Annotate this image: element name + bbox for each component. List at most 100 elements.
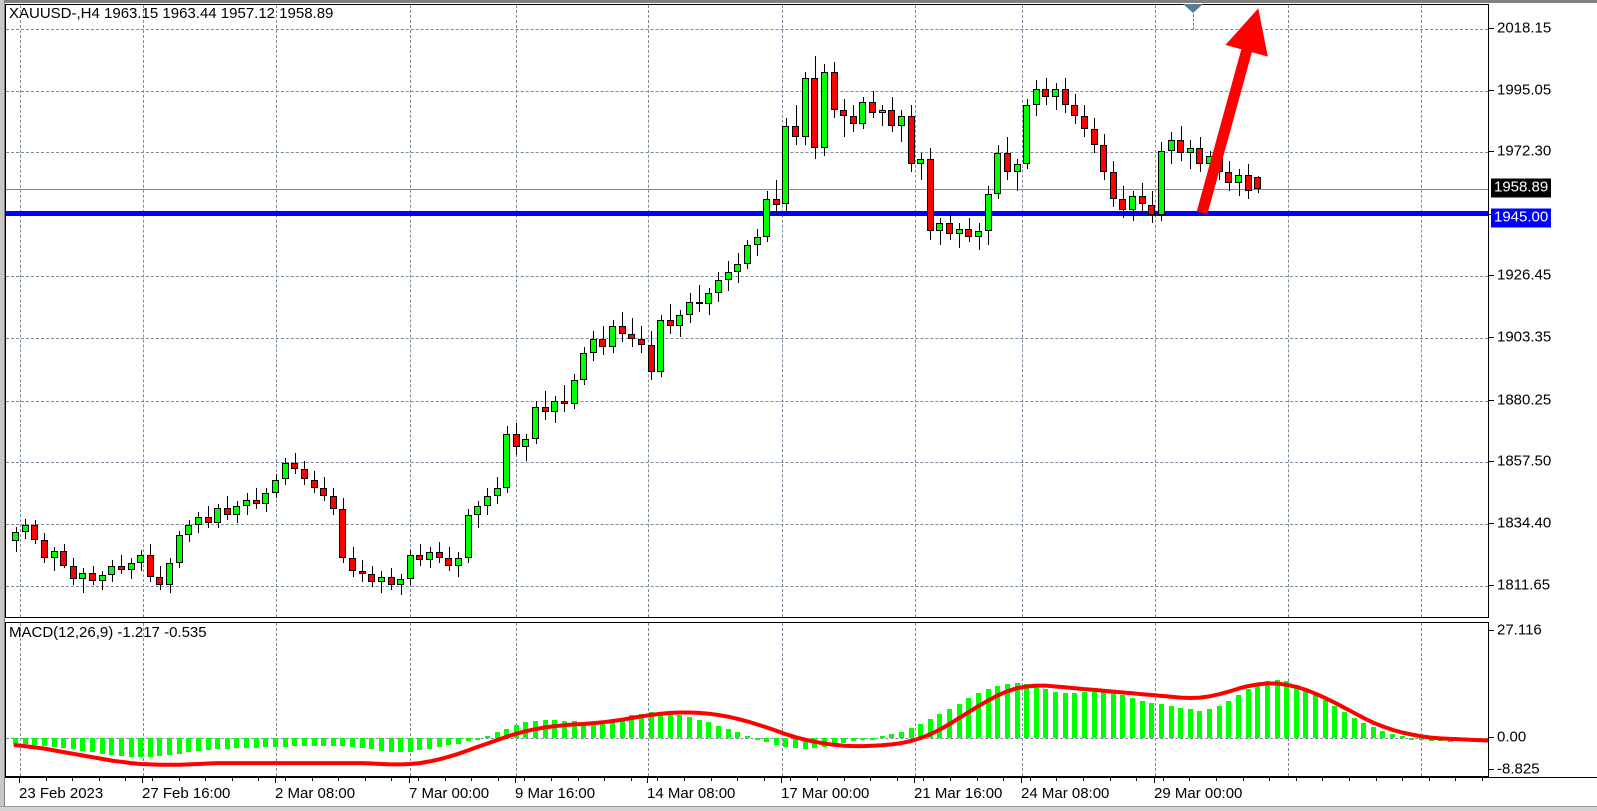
candle-bearish xyxy=(647,344,655,372)
candle-bullish xyxy=(503,433,511,488)
candle-bullish xyxy=(454,557,462,566)
time-axis-minor-tick xyxy=(817,778,818,781)
candle-bearish xyxy=(1061,88,1069,105)
macd-histogram-bar xyxy=(215,738,221,750)
macd-histogram-bar xyxy=(1139,700,1145,739)
price-axis-label: 1811.65 xyxy=(1497,576,1551,594)
macd-histogram-bar xyxy=(1293,684,1299,739)
time-axis-minor-tick xyxy=(338,778,340,781)
time-axis[interactable]: 23 Feb 2023 27 Feb 16:00 2 Mar 08:00 7 Mar … xyxy=(5,777,1597,806)
time-axis-tick xyxy=(647,778,648,783)
macd-histogram-bar xyxy=(244,738,250,748)
macd-histogram-bar xyxy=(985,689,991,739)
macd-histogram-bar xyxy=(1062,693,1068,739)
macd-pane[interactable] xyxy=(5,622,1489,777)
macd-histogram-bar xyxy=(398,738,404,753)
candle-bullish xyxy=(782,126,790,205)
time-axis-minor-tick xyxy=(657,778,659,781)
macd-histogram-bar xyxy=(1072,693,1078,739)
candle-bearish xyxy=(156,576,164,585)
candle-bearish xyxy=(811,77,819,148)
macd-time-gridline xyxy=(1155,623,1156,776)
macd-histogram-bar xyxy=(1351,717,1357,739)
time-axis-minor-tick xyxy=(1322,778,1324,781)
macd-histogram-bar xyxy=(263,738,269,748)
candle-bullish xyxy=(589,339,597,353)
macd-histogram-bar xyxy=(138,738,144,758)
time-axis-minor-tick xyxy=(45,778,47,781)
macd-histogram-bar xyxy=(1399,736,1405,739)
macd-axis[interactable]: 27.116 0.00 -8.825 xyxy=(1489,622,1597,778)
macd-axis-label: 0.00 xyxy=(1497,728,1527,746)
candle-bullish xyxy=(1023,104,1031,165)
price-axis-label: 1834.40 xyxy=(1497,514,1552,532)
candle-bearish xyxy=(435,552,443,558)
macd-histogram-bar xyxy=(590,722,596,739)
candle-bullish xyxy=(676,315,684,326)
candle-bullish xyxy=(127,563,135,570)
candle-bearish xyxy=(223,507,231,515)
macd-histogram-bar xyxy=(1207,709,1213,739)
candle-bearish xyxy=(666,320,674,326)
macd-histogram-bar xyxy=(321,738,327,746)
macd-histogram-bar xyxy=(1255,683,1261,739)
price-axis-tick xyxy=(1489,151,1494,153)
macd-histogram-bar xyxy=(1390,733,1396,739)
macd-histogram-bar xyxy=(90,738,96,753)
price-gridline xyxy=(6,400,1488,402)
macd-histogram-bar xyxy=(629,715,635,739)
candle-wick xyxy=(699,285,700,313)
macd-histogram-bar xyxy=(369,738,375,750)
time-axis-tick xyxy=(19,778,20,783)
price-gridline xyxy=(6,338,1488,340)
macd-histogram-bar xyxy=(205,738,211,750)
price-gridline xyxy=(6,91,1488,93)
price-chart-pane[interactable] xyxy=(5,4,1489,618)
macd-histogram-bar xyxy=(455,738,461,744)
level-price-badge[interactable]: 1945.00 xyxy=(1491,208,1552,228)
time-gridline xyxy=(276,5,277,617)
support-level-line[interactable] xyxy=(6,211,1488,216)
macd-histogram-bar xyxy=(552,719,558,739)
candle-wick xyxy=(844,99,845,138)
candle-bearish xyxy=(512,433,520,448)
macd-histogram-bar xyxy=(1236,695,1241,739)
macd-histogram-bar xyxy=(1370,726,1376,739)
candle-bullish xyxy=(98,575,106,581)
candle-bearish xyxy=(560,401,568,404)
macd-histogram-bar xyxy=(1332,706,1338,739)
macd-histogram-bar xyxy=(677,714,683,739)
time-axis-tick xyxy=(142,778,143,783)
macd-time-gridline xyxy=(410,623,411,776)
price-axis-label: 1995.05 xyxy=(1497,81,1552,99)
macd-time-gridline xyxy=(782,623,783,776)
macd-histogram-bar xyxy=(908,728,914,739)
time-axis-label: 7 Mar 00:00 xyxy=(409,785,490,802)
candle-wick xyxy=(921,153,922,181)
candle-bearish xyxy=(1071,104,1079,116)
macd-histogram-bar xyxy=(1245,689,1251,739)
candle-wick xyxy=(796,104,797,146)
candle-bullish xyxy=(975,231,982,237)
candle-bearish xyxy=(599,339,607,348)
time-axis-minor-tick xyxy=(790,778,792,781)
candle-bullish xyxy=(955,228,963,235)
macd-time-gridline xyxy=(20,623,21,776)
candle-bearish xyxy=(1090,129,1098,146)
price-axis[interactable]: 2018.151995.051972.301949.201926.451903.… xyxy=(1489,4,1597,618)
macd-histogram-bar xyxy=(619,717,625,739)
candle-bullish xyxy=(820,72,828,148)
time-axis-minor-tick xyxy=(630,778,632,781)
macd-histogram-bar xyxy=(889,734,895,739)
time-axis-label: 14 Mar 08:00 xyxy=(647,785,736,802)
macd-signal-line xyxy=(13,681,1488,767)
time-axis-label: 23 Feb 2023 xyxy=(19,785,104,802)
window-left-scrollbar[interactable] xyxy=(0,0,5,811)
candle-wick xyxy=(54,546,55,572)
macd-histogram-bar xyxy=(80,738,86,751)
candle-wick xyxy=(1190,139,1191,170)
time-axis-tick xyxy=(914,778,915,783)
macd-axis-tick xyxy=(1489,737,1494,739)
candle-bullish xyxy=(753,236,761,245)
